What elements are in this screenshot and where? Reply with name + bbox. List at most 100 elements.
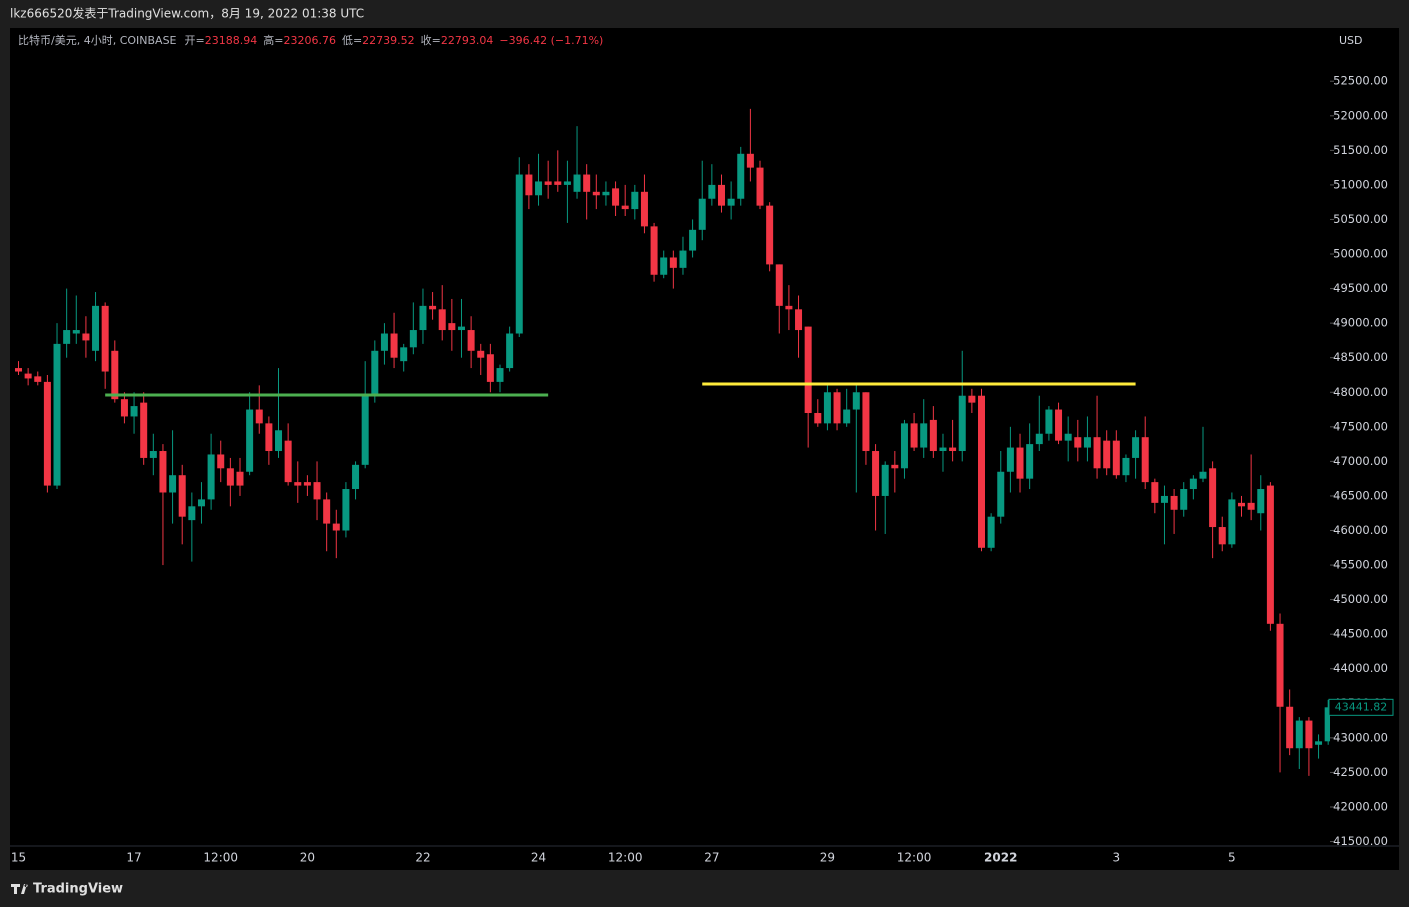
candle-body (448, 323, 456, 331)
candle-body (429, 305, 437, 310)
y-tick-label: 42000.00 (1333, 799, 1388, 813)
candle-body (313, 482, 321, 500)
legend-symbol: 比特币/美元, 4小时, COINBASE (18, 33, 177, 47)
candle-body (1045, 409, 1053, 434)
candle-body (1305, 720, 1313, 749)
y-tick-label: 45500.00 (1333, 558, 1388, 572)
candle-body (602, 191, 610, 196)
candle-body (804, 326, 812, 413)
y-tick-label: 52000.00 (1333, 108, 1388, 122)
candle-body (1180, 489, 1188, 510)
candle-body (1257, 489, 1265, 514)
y-tick-label: 49000.00 (1333, 316, 1388, 330)
legend-value: 23188.94 (205, 34, 258, 47)
candle-body (140, 402, 148, 458)
candle-body (544, 181, 552, 185)
y-tick-label: 48500.00 (1333, 350, 1388, 364)
candle-body (1141, 437, 1149, 483)
candle-body (380, 333, 388, 351)
y-tick-label: 44000.00 (1333, 661, 1388, 675)
candle-body (217, 454, 225, 469)
candle-body (563, 181, 571, 185)
candle-body (246, 409, 254, 472)
y-tick-label: 51000.00 (1333, 177, 1388, 191)
candle-body (756, 167, 764, 206)
x-tick-label: 22 (415, 851, 430, 865)
candle-body (53, 343, 61, 486)
candle-body (1315, 741, 1323, 745)
candle-body (920, 423, 928, 448)
candle-body (1218, 527, 1226, 545)
x-tick-label: 3 (1112, 851, 1120, 865)
y-tick-label: 52500.00 (1333, 74, 1388, 88)
candle-body (1238, 502, 1246, 507)
candle-body (669, 257, 677, 268)
candle-body (92, 305, 100, 351)
brand: TradingView (33, 882, 123, 897)
candle-body (226, 468, 234, 486)
candle-body (766, 205, 774, 265)
candle-body (1295, 720, 1303, 749)
legend-label: 收= (421, 33, 441, 47)
candle-body (1189, 478, 1197, 490)
candle-body (197, 499, 205, 507)
candle-body (467, 330, 475, 351)
candle-body (188, 506, 196, 521)
y-tick-label: 43000.00 (1333, 730, 1388, 744)
candle-body (621, 205, 629, 210)
candle-body (939, 447, 947, 452)
candle-body (689, 229, 697, 251)
legend-value: 23206.76 (283, 34, 336, 47)
candle-body (910, 423, 918, 448)
y-tick-label: 42500.00 (1333, 765, 1388, 779)
candle-body (400, 347, 408, 362)
candle-body (968, 395, 976, 403)
candle-body (1112, 440, 1120, 476)
candle-body (949, 447, 957, 452)
candle-body (583, 174, 591, 192)
candle-body (535, 181, 543, 196)
candle-body (159, 451, 167, 493)
candle-body (419, 305, 427, 331)
legend-items: 开= 23188.94 高= 23206.76 低= 22739.52 收= 22793.04… (185, 33, 604, 47)
candle-body (881, 464, 889, 496)
candle-body (872, 451, 880, 496)
candle-body (708, 184, 716, 199)
candle-body (265, 423, 273, 452)
y-tick-label: 41500.00 (1333, 834, 1388, 848)
y-tick-label: 48000.00 (1333, 385, 1388, 399)
candle-body (457, 326, 465, 331)
candle-body (1064, 433, 1072, 441)
candle-body (1103, 440, 1111, 469)
y-tick-label: 50000.00 (1333, 247, 1388, 261)
candle-body (486, 354, 494, 382)
candle-body (371, 350, 379, 396)
candle-body (997, 471, 1005, 517)
candle-body (207, 454, 215, 500)
x-tick-label: 29 (820, 851, 835, 865)
candle-body (1170, 495, 1178, 510)
last-price-box (1328, 698, 1394, 716)
chart-area (10, 28, 1399, 870)
candle-body (72, 330, 80, 334)
legend-value: 22793.04 (441, 34, 494, 47)
candle-body (178, 475, 186, 517)
candle-body (101, 305, 109, 372)
candle-body (958, 395, 966, 452)
y-tick-label: 45000.00 (1333, 592, 1388, 606)
candle-body (409, 330, 417, 348)
candle-body (120, 399, 128, 417)
y-tick-label: 47000.00 (1333, 454, 1388, 468)
candle-body (111, 350, 119, 400)
legend-label: 高= (263, 33, 283, 47)
candle-body (1093, 437, 1101, 469)
candle-body (82, 333, 90, 341)
candle-body (1035, 433, 1043, 445)
y-tick-label: 47500.00 (1333, 419, 1388, 433)
header-text: lkz666520发表于TradingView.com，8月 19, 2022 … (10, 6, 364, 21)
candle-body (891, 464, 899, 469)
candle-body (43, 381, 51, 486)
candle-body (34, 376, 42, 382)
candle-body (852, 392, 860, 410)
